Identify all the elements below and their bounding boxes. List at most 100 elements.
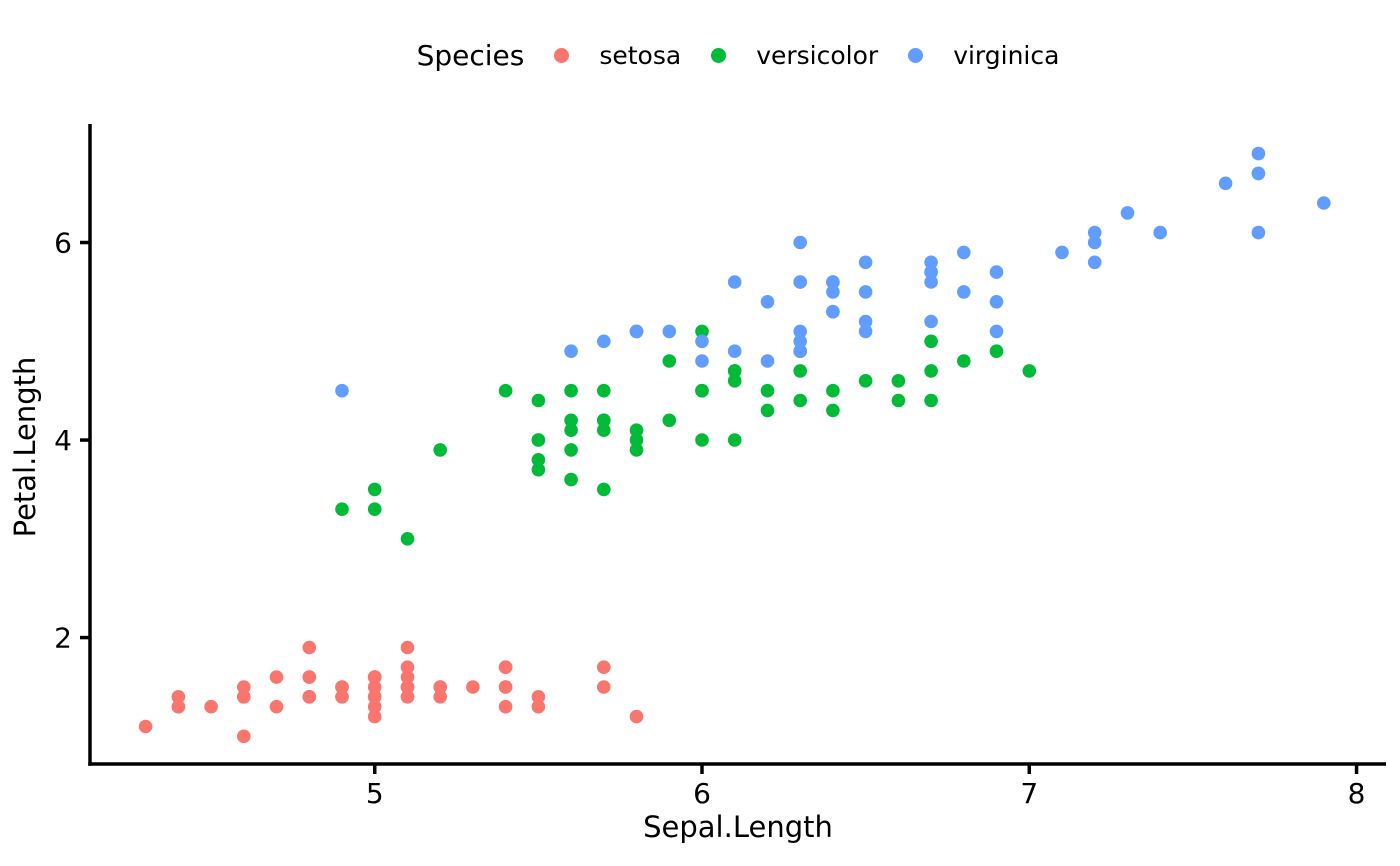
point-virginica (957, 285, 971, 299)
point-versicolor (924, 364, 938, 378)
point-virginica (793, 324, 807, 339)
point-versicolor (891, 374, 906, 388)
point-setosa (237, 690, 251, 704)
point-setosa (433, 680, 448, 694)
point-versicolor (695, 324, 709, 339)
point-virginica (793, 275, 807, 289)
point-virginica (1087, 225, 1102, 240)
point-setosa (269, 670, 284, 684)
x-tick-label: 5 (366, 777, 384, 810)
point-versicolor (498, 383, 513, 398)
point-virginica (826, 304, 840, 319)
point-versicolor (727, 433, 742, 447)
point-setosa (171, 690, 186, 704)
point-setosa (367, 690, 382, 704)
point-setosa (171, 699, 186, 714)
point-setosa (400, 690, 415, 704)
point-virginica (826, 285, 840, 299)
point-setosa (531, 690, 546, 704)
point-virginica (1251, 225, 1266, 240)
point-versicolor (433, 443, 448, 457)
point-versicolor (727, 364, 742, 378)
point-setosa (400, 640, 415, 655)
point-versicolor (597, 423, 611, 438)
point-versicolor (793, 364, 807, 378)
point-versicolor (335, 502, 349, 516)
point-setosa (335, 690, 349, 704)
point-virginica (727, 275, 742, 289)
point-versicolor (793, 393, 807, 408)
point-versicolor (629, 423, 644, 438)
point-setosa (597, 660, 611, 674)
point-versicolor (760, 403, 775, 418)
point-versicolor (629, 433, 644, 447)
point-versicolor (662, 354, 677, 368)
point-setosa (204, 699, 218, 714)
point-virginica (858, 314, 873, 329)
point-virginica (1251, 166, 1266, 181)
point-versicolor (924, 334, 938, 349)
point-virginica (1317, 196, 1331, 210)
x-axis-title: Sepal.Length (643, 810, 833, 844)
y-tick-label: 2 (54, 622, 72, 655)
point-versicolor (564, 413, 578, 428)
point-versicolor (662, 413, 677, 428)
legend-label-setosa: setosa (599, 40, 682, 70)
point-versicolor (597, 413, 611, 428)
point-virginica (858, 285, 873, 299)
point-versicolor (957, 354, 971, 368)
legend: Species setosa versicolor virginica (38, 28, 1400, 82)
point-versicolor (531, 433, 546, 447)
point-versicolor (989, 344, 1004, 359)
legend-key-dot-icon (711, 47, 727, 63)
point-setosa (400, 660, 415, 674)
point-versicolor (1022, 364, 1037, 378)
point-virginica (989, 324, 1004, 339)
point-setosa (498, 660, 513, 674)
point-virginica (924, 275, 938, 289)
point-virginica (924, 314, 938, 329)
point-virginica (695, 354, 709, 368)
point-versicolor (564, 423, 578, 438)
point-virginica (760, 354, 775, 368)
point-virginica (793, 334, 807, 349)
point-versicolor (695, 433, 709, 447)
legend-item-versicolor: versicolor (711, 41, 878, 70)
point-virginica (793, 344, 807, 359)
y-axis-title: Petal.Length (8, 356, 42, 538)
point-versicolor (858, 374, 873, 388)
point-virginica (989, 295, 1004, 309)
point-versicolor (564, 443, 578, 457)
point-versicolor (597, 383, 611, 398)
point-versicolor (629, 443, 644, 457)
point-setosa (531, 699, 546, 714)
point-virginica (826, 275, 840, 289)
point-virginica (858, 255, 873, 270)
point-setosa (498, 699, 513, 714)
point-virginica (1087, 235, 1102, 250)
point-virginica (727, 344, 742, 359)
point-setosa (367, 709, 382, 724)
legend-key-dot-icon (908, 47, 924, 63)
point-virginica (793, 235, 807, 250)
point-setosa (629, 709, 644, 724)
point-versicolor (727, 374, 742, 388)
point-virginica (629, 324, 644, 339)
x-tick-label: 7 (1020, 777, 1038, 810)
point-versicolor (597, 482, 611, 497)
point-virginica (335, 383, 349, 398)
point-versicolor (891, 393, 906, 408)
point-virginica (564, 344, 578, 359)
point-setosa (466, 680, 480, 694)
point-virginica (924, 255, 938, 270)
point-setosa (302, 690, 317, 704)
point-virginica (858, 324, 873, 339)
point-setosa (367, 680, 382, 694)
point-versicolor (695, 383, 709, 398)
point-versicolor (531, 453, 546, 467)
point-versicolor (367, 482, 382, 497)
point-versicolor (826, 403, 840, 418)
y-tick-label: 4 (54, 424, 72, 457)
point-setosa (237, 680, 251, 694)
